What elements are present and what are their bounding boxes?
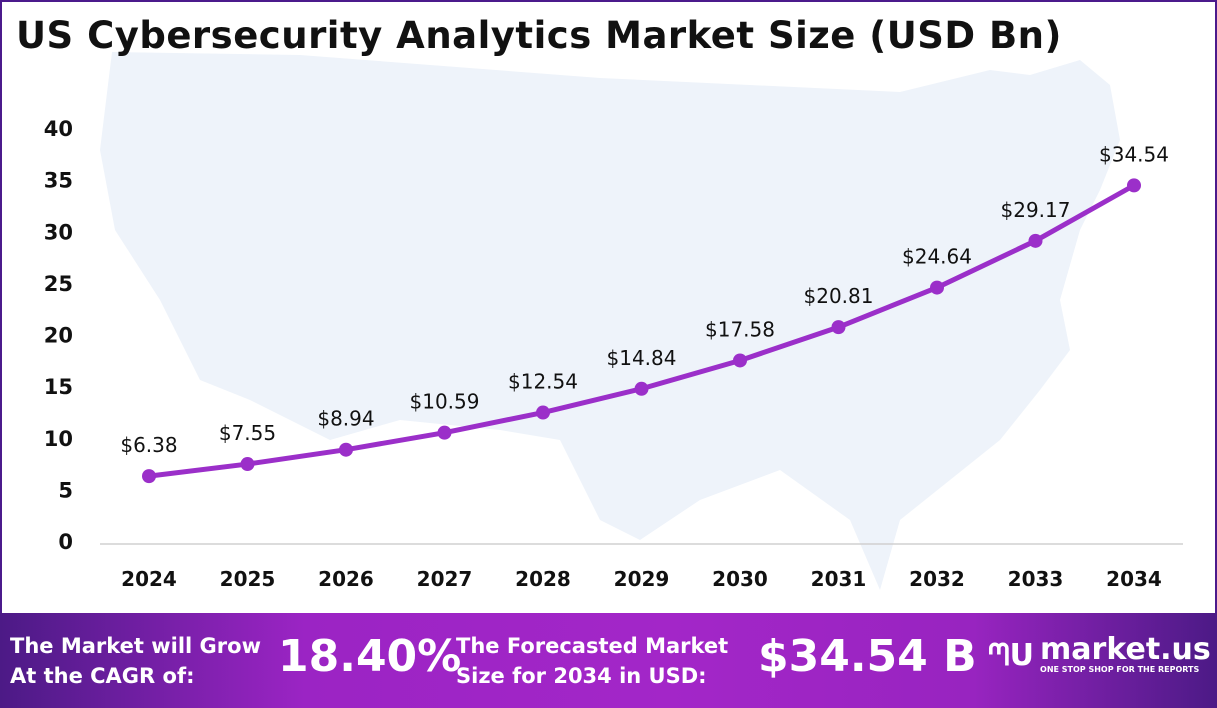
forecast-label: The Forecasted Market Size for 2034 in U…	[456, 631, 728, 691]
data-point	[634, 381, 649, 396]
x-tick-label: 2033	[1008, 567, 1064, 591]
cagr-label-line2: At the CAGR of:	[10, 664, 195, 688]
data-label: $34.54	[1099, 142, 1169, 166]
y-tick-label: 40	[44, 117, 73, 141]
cagr-label-line1: The Market will Grow	[10, 634, 261, 658]
footer-banner: The Market will Grow At the CAGR of: 18.…	[0, 613, 1217, 708]
x-tick-label: 2034	[1106, 567, 1162, 591]
cagr-value: 18.40%	[278, 631, 462, 682]
x-tick-label: 2025	[220, 567, 276, 591]
y-tick-label: 5	[58, 478, 73, 502]
data-point	[142, 469, 156, 484]
cagr-label: The Market will Grow At the CAGR of:	[10, 631, 261, 691]
x-tick-label: 2032	[909, 567, 965, 591]
data-point	[437, 425, 452, 440]
data-label: $8.94	[317, 407, 374, 431]
forecast-value: $34.54 B	[758, 631, 977, 682]
data-point	[536, 405, 550, 420]
forecast-label-line2: Size for 2034 in USD:	[456, 664, 707, 688]
chart-title: US Cybersecurity Analytics Market Size (…	[16, 14, 1062, 57]
data-label: $6.38	[120, 433, 177, 457]
data-label: $29.17	[1001, 198, 1071, 222]
data-label: $24.64	[902, 245, 972, 269]
x-tick-label: 2028	[515, 567, 571, 591]
x-tick-label: 2029	[614, 567, 670, 591]
y-tick-label: 35	[44, 169, 73, 193]
data-point	[339, 442, 353, 457]
data-point	[831, 320, 846, 335]
us-map-background	[100, 52, 1120, 590]
data-label: $7.55	[219, 421, 276, 445]
y-tick-label: 30	[44, 220, 73, 244]
x-tick-label: 2030	[712, 567, 768, 591]
x-tick-label: 2031	[811, 567, 867, 591]
x-tick-label: 2027	[417, 567, 473, 591]
data-label: $20.81	[804, 284, 874, 308]
brand-tagline: ONE STOP SHOP FOR THE REPORTS	[1040, 665, 1200, 674]
brand-name: market.us	[1040, 632, 1211, 667]
data-label: $12.54	[508, 370, 578, 394]
y-tick-label: 25	[44, 272, 73, 296]
x-tick-label: 2024	[121, 567, 177, 591]
data-point	[1127, 178, 1141, 193]
market-us-logo-icon: ᘉᑌ	[988, 637, 1035, 673]
y-tick-label: 15	[44, 375, 73, 399]
data-label: $14.84	[607, 346, 677, 370]
forecast-label-line1: The Forecasted Market	[456, 634, 729, 658]
data-label: $17.58	[705, 317, 775, 341]
x-tick-label: 2026	[318, 567, 374, 591]
y-tick-label: 20	[44, 324, 73, 348]
y-tick-label: 0	[58, 530, 73, 554]
data-point	[733, 353, 747, 368]
data-point	[1028, 233, 1043, 248]
market-us-logo: ᘉᑌ market.us ONE STOP SHOP FOR THE REPOR…	[988, 635, 1211, 675]
data-point	[240, 457, 255, 472]
data-point	[930, 280, 944, 295]
y-tick-label: 10	[44, 427, 73, 451]
data-label: $10.59	[410, 390, 480, 414]
